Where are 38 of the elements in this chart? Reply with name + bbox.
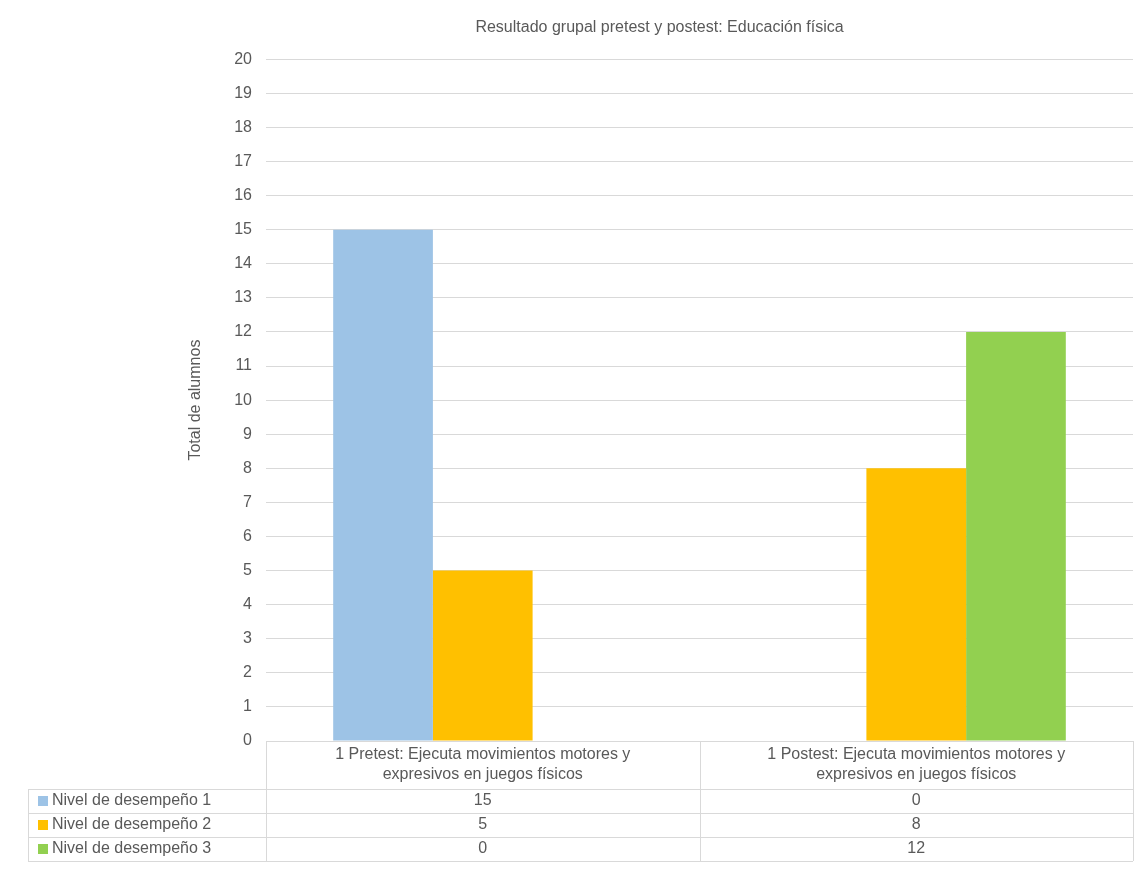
- data-label: 0: [478, 839, 488, 857]
- data-label: 5: [478, 815, 488, 833]
- y-tick-label: 0: [243, 731, 253, 749]
- bar: [432, 570, 533, 741]
- y-axis-title: Total de alumnos: [186, 339, 204, 461]
- y-tick-label: 15: [234, 220, 253, 238]
- data-label: 8: [911, 815, 921, 833]
- legend-label: Nivel de desempeño 1: [52, 791, 212, 809]
- y-tick-label: 7: [243, 492, 253, 510]
- y-tick-label: 5: [243, 560, 253, 578]
- x-tick-label: 1 Pretest: Ejecuta movimientos motores y expresivos en juegos físicos: [335, 745, 631, 783]
- y-tick-label: 6: [243, 526, 253, 544]
- y-tick-label: 17: [234, 151, 253, 169]
- y-tick-label: 3: [243, 629, 253, 647]
- legend-label: Nivel de desempeño 3: [52, 839, 212, 857]
- bar: [866, 468, 967, 741]
- x-tick-label: 1 Postest: Ejecuta movimientos motores y expresivos en juegos físicos: [767, 745, 1066, 783]
- y-tick-label: 4: [243, 595, 253, 613]
- data-label: 0: [911, 791, 921, 809]
- bar: [333, 229, 433, 741]
- chart-title: Resultado grupal pretest y postest: Educación física: [475, 18, 844, 36]
- bar: [966, 331, 1066, 741]
- y-tick-label: 11: [235, 356, 253, 374]
- y-tick-label: 19: [234, 83, 253, 101]
- data-label: 12: [907, 839, 926, 857]
- y-tick-label: 16: [234, 185, 253, 203]
- y-tick-label: 9: [243, 424, 253, 442]
- y-tick-label: 1: [243, 697, 253, 715]
- y-tick-label: 12: [234, 322, 253, 340]
- legend-label: Nivel de desempeño 2: [52, 815, 212, 833]
- y-tick-label: 8: [243, 458, 253, 476]
- y-tick-label: 13: [234, 288, 253, 306]
- y-tick-label: 10: [234, 390, 253, 408]
- y-tick-label: 18: [234, 117, 253, 135]
- y-tick-label: 14: [234, 254, 253, 272]
- data-label: 15: [473, 791, 492, 809]
- y-tick-label: 20: [234, 49, 253, 67]
- y-tick-label: 2: [243, 663, 253, 681]
